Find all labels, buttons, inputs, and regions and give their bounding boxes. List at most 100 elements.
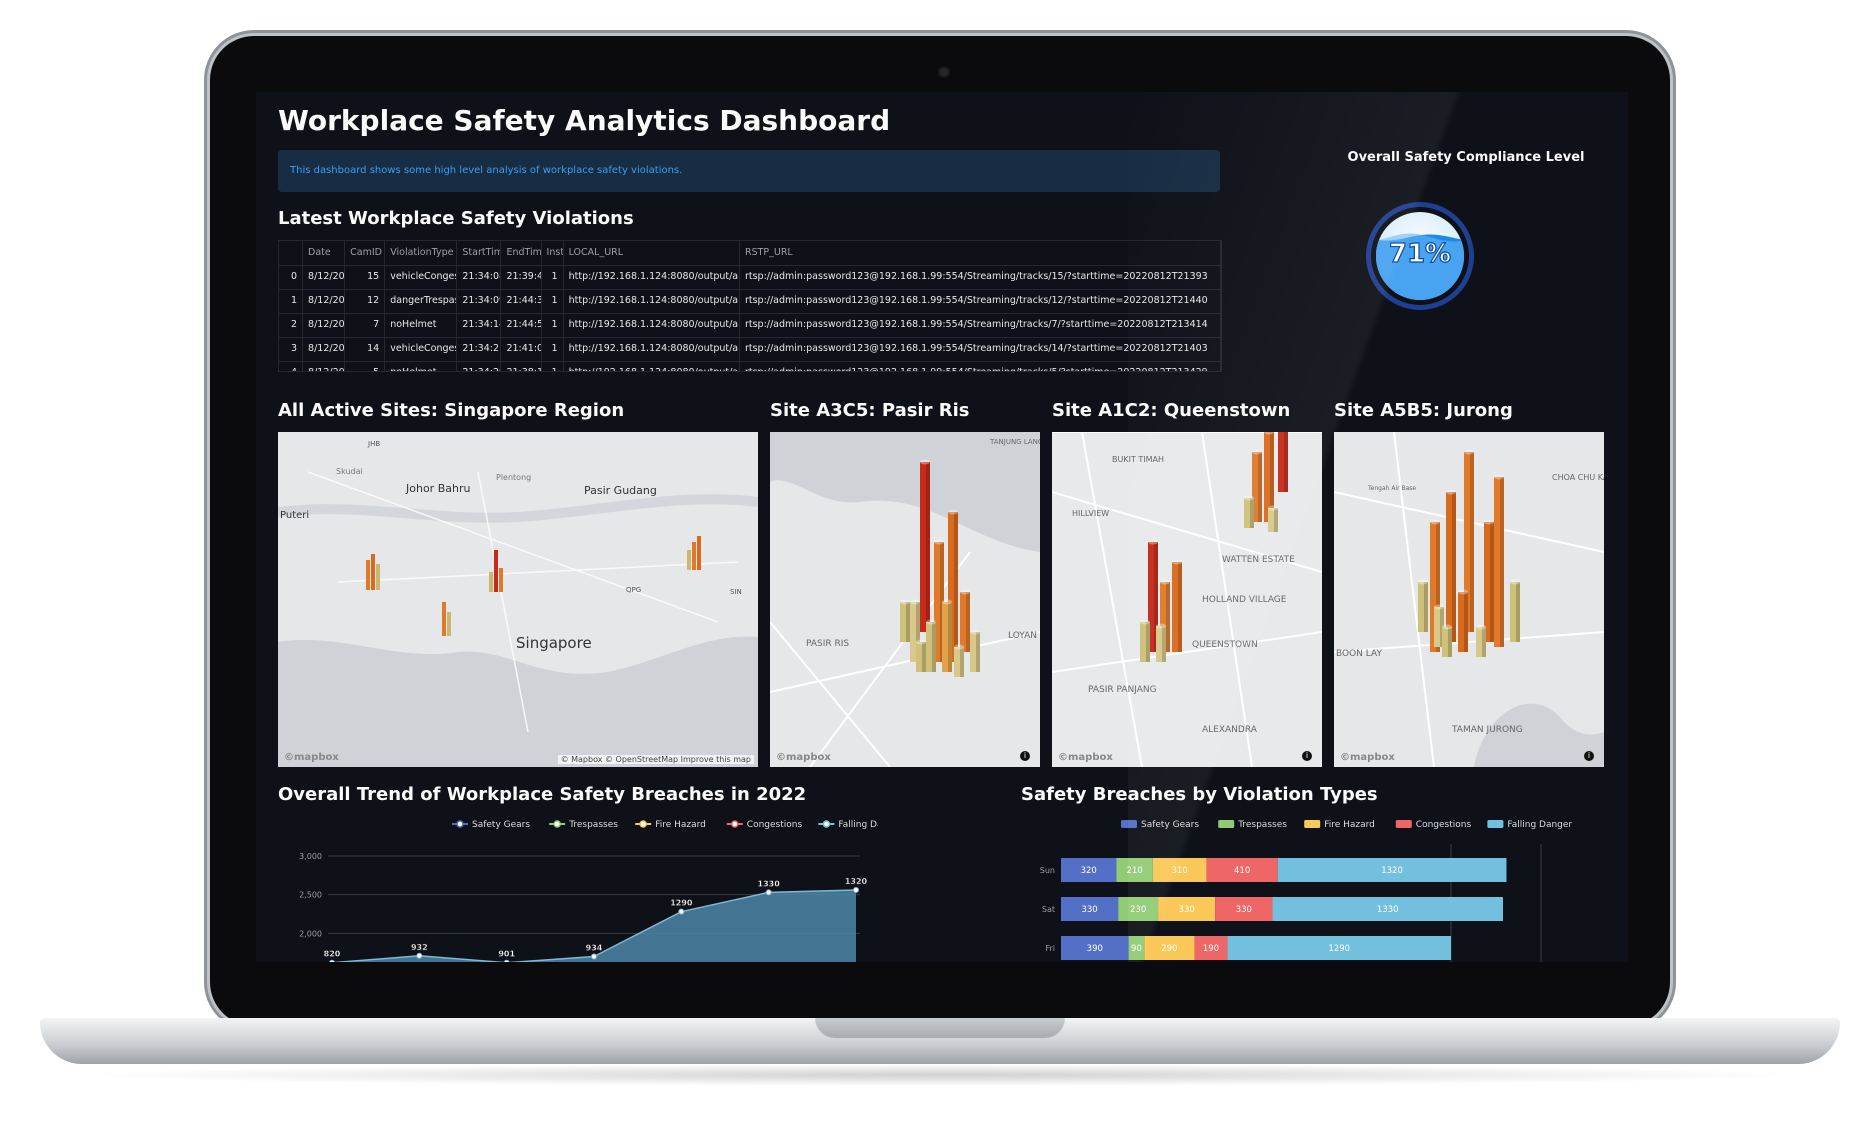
pillar-bar[interactable] [900, 602, 910, 642]
bar-segment[interactable] [1272, 897, 1503, 921]
pillar-cluster-south[interactable] [442, 602, 451, 636]
bar-chart[interactable]: Safety Gears Trespasses Fire Hazard Congest… [1021, 814, 1601, 962]
bar-segment[interactable] [1152, 858, 1207, 882]
mapbox-logo[interactable]: ©mapbox [1058, 752, 1113, 763]
map-pasir-ris[interactable]: PASIR RIS TANJUNG LANGSAT LOYAN ©mapbox … [770, 432, 1040, 767]
pillar-bar[interactable] [1172, 562, 1182, 652]
pillar-cluster-pasir-ris[interactable] [900, 459, 980, 678]
table-row[interactable]: 18/12/202212dangerTrespasses21:34:0921:4… [279, 289, 1221, 314]
pillar-bar[interactable] [942, 602, 952, 672]
legend-label[interactable]: Congestions [1416, 820, 1472, 830]
bar-segment[interactable] [1158, 897, 1216, 921]
legend-swatch[interactable] [1121, 820, 1137, 828]
pillar-bar[interactable] [1252, 452, 1262, 522]
legend-label[interactable]: Fire Hazard [1324, 820, 1375, 830]
pillar-cluster-west[interactable] [366, 554, 380, 590]
table-row[interactable]: 28/12/20227noHelmet21:34:1421:44:561http… [279, 313, 1221, 338]
map-jurong[interactable]: CHOA CHU KANG TAMAN JURONG BOON LAY Teng… [1334, 432, 1604, 767]
pillar-bar[interactable] [1140, 622, 1150, 662]
legend-label[interactable]: Safety Gears [472, 820, 530, 830]
legend-label[interactable]: Safety Gears [1141, 820, 1199, 830]
pillar-cluster-queenstown[interactable] [1140, 432, 1288, 662]
map-info-icon[interactable]: i [1302, 751, 1312, 761]
bar-segment[interactable] [1118, 897, 1159, 921]
pillar-bar[interactable] [1484, 522, 1494, 642]
map-queenstown-canvas[interactable]: BUKIT TIMAH HOLLAND VILLAGE QUEENSTOWN P… [1052, 432, 1322, 767]
map-attribution[interactable]: © Mapbox © OpenStreetMap Improve this ma… [557, 755, 754, 764]
bar-segment[interactable] [1227, 936, 1451, 960]
bar-segment[interactable] [1061, 936, 1129, 960]
bar-segment[interactable] [1215, 897, 1273, 921]
pillar-bar[interactable] [1430, 522, 1440, 652]
bar-segment[interactable] [1061, 858, 1117, 882]
bar-segment[interactable] [1061, 897, 1119, 921]
table-row[interactable]: 08/12/202215vehicleCongestion21:34:0821:… [279, 265, 1221, 290]
pillar-bar[interactable] [954, 647, 964, 677]
data-point[interactable] [765, 889, 772, 896]
pillar-bar[interactable] [1418, 582, 1428, 632]
pillar-cluster-central[interactable] [489, 550, 503, 592]
data-point[interactable] [853, 887, 859, 894]
pillar-bar[interactable] [1476, 627, 1486, 657]
table-row[interactable]: 38/12/202214vehicleCongestion21:34:2121:… [279, 337, 1221, 362]
pillar-bar[interactable] [1160, 582, 1170, 652]
pillar-bar[interactable] [910, 602, 920, 662]
pillar-bar[interactable] [1494, 477, 1504, 647]
legend-label[interactable]: Congestions [747, 820, 803, 830]
pillar-bar[interactable] [926, 622, 936, 672]
map-info-icon[interactable]: i [1020, 751, 1030, 761]
trend-chart[interactable]: Safety Gears Trespasses Fire Hazard Congest… [278, 814, 878, 962]
legend-label[interactable]: Trespasses [1237, 820, 1287, 830]
pillar-bar[interactable] [1442, 627, 1452, 657]
pillar-bar[interactable] [1464, 452, 1474, 632]
pillar-bar[interactable] [1278, 432, 1288, 492]
pillar-bar[interactable] [934, 542, 944, 662]
bar-segment[interactable] [1116, 858, 1153, 882]
bar-segment[interactable] [1277, 858, 1507, 882]
bar-segment[interactable] [1144, 936, 1195, 960]
pillar-bar[interactable] [970, 632, 980, 672]
pillar-cluster-east[interactable] [687, 536, 701, 570]
map-region-canvas[interactable]: Johor Bahru Pasir Gudang Singapore Plent… [278, 432, 758, 767]
pillar-bar[interactable] [1434, 607, 1444, 647]
pillar-bar[interactable] [1268, 508, 1278, 532]
pillar-bar[interactable] [1446, 492, 1456, 642]
pillar-bar[interactable] [1244, 498, 1254, 528]
pillar-bar[interactable] [1510, 582, 1520, 642]
bar-segment[interactable] [1194, 936, 1228, 960]
legend-label[interactable]: Trespasses [568, 820, 618, 830]
map-queenstown[interactable]: BUKIT TIMAH HOLLAND VILLAGE QUEENSTOWN P… [1052, 432, 1322, 767]
legend-label[interactable]: Falling Danger [838, 820, 878, 830]
legend-swatch[interactable] [1395, 820, 1412, 828]
data-point[interactable] [416, 952, 423, 959]
pillar-bar[interactable] [920, 462, 930, 632]
mapbox-logo[interactable]: ©mapbox [284, 752, 339, 763]
pillar-bar[interactable] [916, 642, 926, 672]
data-point[interactable] [503, 959, 510, 962]
bar-segment[interactable] [1128, 936, 1145, 960]
legend-label[interactable]: Fire Hazard [655, 820, 706, 830]
legend-swatch[interactable] [1218, 820, 1235, 828]
data-point[interactable] [678, 908, 685, 915]
pillar-bar[interactable] [1156, 626, 1166, 662]
violations-table[interactable]: DateCamIDViolationTypeStartTimeEndTimeIn… [278, 240, 1222, 372]
pillar-cluster-jurong[interactable] [1418, 449, 1520, 658]
map-jurong-canvas[interactable]: CHOA CHU KANG TAMAN JURONG BOON LAY Teng… [1334, 432, 1604, 767]
map-info-icon[interactable]: i [1584, 751, 1594, 761]
pillar-bar[interactable] [1458, 592, 1468, 652]
data-point[interactable] [591, 953, 597, 960]
pillar-bar[interactable] [1264, 432, 1274, 522]
pillar-bar[interactable] [1148, 542, 1158, 652]
legend-swatch[interactable] [1304, 820, 1321, 828]
map-pasir-ris-canvas[interactable]: PASIR RIS TANJUNG LANGSAT LOYAN [770, 432, 1040, 767]
pillar-bar[interactable] [948, 512, 958, 662]
data-point[interactable] [329, 959, 335, 962]
legend-swatch[interactable] [1487, 820, 1504, 828]
map-region[interactable]: Johor Bahru Pasir Gudang Singapore Plent… [278, 432, 758, 767]
table-row[interactable]: 48/12/20225noHelmet21:34:2921:38:151http… [279, 361, 1221, 371]
mapbox-logo[interactable]: ©mapbox [1340, 752, 1395, 763]
legend-label[interactable]: Falling Danger [1507, 820, 1572, 830]
bar-segment[interactable] [1206, 858, 1278, 882]
pillar-bar[interactable] [960, 592, 970, 652]
mapbox-logo[interactable]: ©mapbox [776, 752, 831, 763]
